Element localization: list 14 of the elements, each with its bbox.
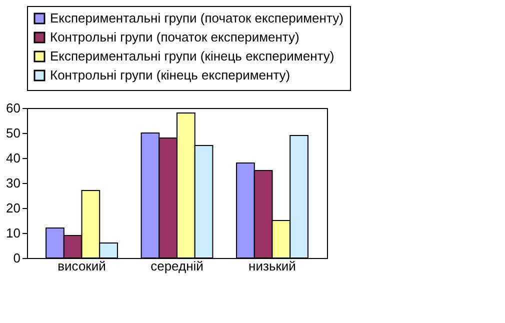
y-tick-label: 0 <box>13 250 20 266</box>
y-tick-label: 10 <box>6 226 20 240</box>
x-tick-label: середній <box>150 258 204 274</box>
legend-label: Контрольні групи (кінець експерименту) <box>50 68 290 82</box>
legend-label: Експериментальні групи (кінець експерименту) <box>50 48 334 64</box>
x-tick-label: низький <box>248 258 296 274</box>
y-tick-label: 40 <box>6 150 20 166</box>
y-tick-label: 30 <box>6 176 20 190</box>
y-tick-label: 50 <box>6 126 20 140</box>
legend-label: Експериментальні групи (початок експерименту) <box>50 10 344 26</box>
x-tick-label: високий <box>58 258 106 274</box>
legend-label: Контрольні групи (початок експерименту) <box>50 30 300 44</box>
y-tick-label: 60 <box>6 100 20 116</box>
y-tick-label: 20 <box>6 200 20 216</box>
